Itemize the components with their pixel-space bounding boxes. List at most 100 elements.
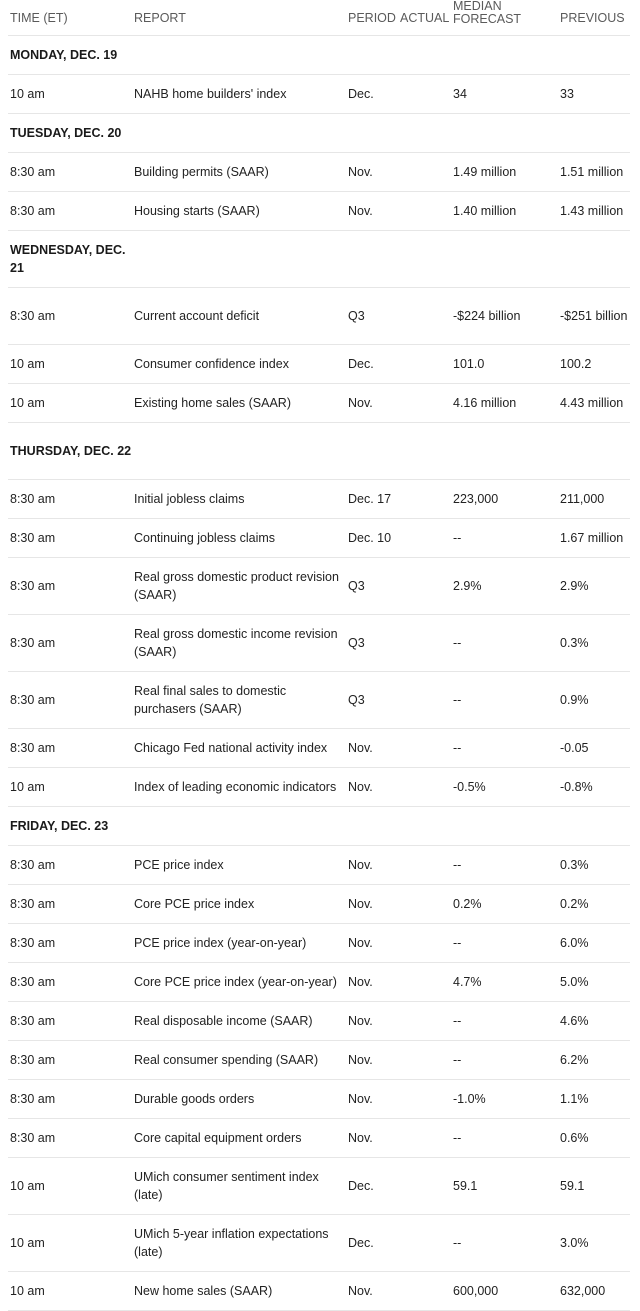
row-time: 8:30 am (10, 165, 56, 179)
table-row: 8:30 am Durable goods orders Nov. -1.0% 1.1% (8, 1080, 630, 1119)
row-actual (400, 153, 450, 191)
row-previous: -0.05 (560, 741, 589, 755)
row-report: Consumer confidence index (134, 357, 289, 371)
row-time: 8:30 am (10, 309, 56, 323)
row-actual (400, 885, 450, 923)
row-report: Building permits (SAAR) (134, 165, 269, 179)
row-previous: 0.2% (560, 897, 589, 911)
table-row: 8:30 am Core capital equipment orders Nov.… (8, 1119, 630, 1158)
row-previous: 100.2 (560, 357, 592, 371)
table-row: 8:30 am Continuing jobless claims Dec. 10 -… (8, 519, 630, 558)
column-header-report: REPORT (134, 10, 186, 25)
table-row: 8:30 am PCE price index (year-on-year) Nov… (8, 924, 630, 963)
row-previous: 0.3% (560, 636, 589, 650)
row-forecast: -$224 billion (453, 309, 521, 323)
row-time: 10 am (10, 780, 45, 794)
row-forecast: 0.2% (453, 897, 482, 911)
row-time: 10 am (10, 1179, 45, 1193)
row-forecast: 223,000 (453, 492, 499, 506)
column-header-forecast: MEDIAN FORECAST (453, 0, 553, 35)
row-actual (400, 615, 450, 671)
row-time: 8:30 am (10, 693, 56, 707)
row-report: Initial jobless claims (134, 492, 245, 506)
row-actual (400, 1215, 450, 1271)
row-previous: 4.43 million (560, 396, 624, 410)
row-report: New home sales (SAAR) (134, 1284, 273, 1298)
table-row: 8:30 am Initial jobless claims Dec. 17 223,… (8, 480, 630, 519)
row-actual (400, 1080, 450, 1118)
table-row: 8:30 am Housing starts (SAAR) Nov. 1.40 mil… (8, 192, 630, 231)
row-period: Dec. (348, 1236, 374, 1250)
row-report: Continuing jobless claims (134, 531, 276, 545)
table-row: 10 am UMich consumer sentiment index (lat… (8, 1158, 630, 1215)
table-header: TIME (ET) REPORT PERIOD ACTUAL MEDIAN FO… (8, 0, 630, 36)
row-previous: 59.1 (560, 1179, 585, 1193)
row-forecast: -- (453, 1131, 462, 1145)
row-previous: 1.1% (560, 1092, 589, 1106)
row-period: Dec. (348, 357, 374, 371)
row-forecast: -- (453, 1236, 462, 1250)
row-forecast: 2.9% (453, 579, 482, 593)
row-forecast: -0.5% (453, 780, 486, 794)
row-actual (400, 288, 450, 344)
row-period: Dec. 10 (348, 531, 392, 545)
row-report: PCE price index (year-on-year) (134, 936, 307, 950)
row-period: Q3 (348, 309, 365, 323)
row-report: Current account deficit (134, 309, 260, 323)
table-row: 8:30 am Real disposable income (SAAR) Nov.… (8, 1002, 630, 1041)
row-time: 8:30 am (10, 897, 56, 911)
row-time: 8:30 am (10, 975, 56, 989)
row-forecast: 600,000 (453, 1284, 499, 1298)
row-forecast: -1.0% (453, 1092, 486, 1106)
row-actual (400, 846, 450, 884)
table-row: 10 am New home sales (SAAR) Nov. 600,000 632… (8, 1272, 630, 1311)
row-time: 8:30 am (10, 1053, 56, 1067)
row-actual (400, 924, 450, 962)
row-actual (400, 1041, 450, 1079)
row-previous: 632,000 (560, 1284, 606, 1298)
row-time: 10 am (10, 357, 45, 371)
row-actual (400, 768, 450, 806)
row-period: Nov. (348, 396, 373, 410)
table-row: 8:30 am PCE price index Nov. -- 0.3% (8, 846, 630, 885)
day-label: MONDAY, DEC. 19 (10, 48, 118, 62)
row-period: Dec. 17 (348, 492, 392, 506)
row-time: 8:30 am (10, 741, 56, 755)
row-previous: 1.43 million (560, 204, 624, 218)
row-period: Nov. (348, 897, 373, 911)
row-actual (400, 345, 450, 383)
table-row: 8:30 am Real gross domestic product revis… (8, 558, 630, 615)
row-time: 10 am (10, 1236, 45, 1250)
row-report: Real gross domestic income revision (SAA… (134, 627, 338, 659)
row-period: Nov. (348, 165, 373, 179)
row-actual (400, 963, 450, 1001)
row-previous: 1.67 million (560, 531, 624, 545)
row-report: Real consumer spending (SAAR) (134, 1053, 319, 1067)
row-period: Nov. (348, 858, 373, 872)
row-period: Q3 (348, 579, 365, 593)
row-period: Nov. (348, 975, 373, 989)
row-period: Q3 (348, 693, 365, 707)
row-period: Nov. (348, 1092, 373, 1106)
row-actual (400, 729, 450, 767)
row-previous: 2.9% (560, 579, 589, 593)
day-header-row: THURSDAY, DEC. 22 (8, 423, 630, 480)
row-previous: -0.8% (560, 780, 593, 794)
row-previous: 6.2% (560, 1053, 589, 1067)
row-time: 8:30 am (10, 1092, 56, 1106)
day-label: FRIDAY, DEC. 23 (10, 819, 109, 833)
table-row: 8:30 am Building permits (SAAR) Nov. 1.49 m… (8, 153, 630, 192)
row-forecast: -- (453, 693, 462, 707)
row-actual (400, 1158, 450, 1214)
row-period: Nov. (348, 1014, 373, 1028)
row-report: UMich consumer sentiment index (late) (134, 1170, 319, 1202)
row-forecast: -- (453, 1014, 462, 1028)
row-actual (400, 384, 450, 422)
table-row: 8:30 am Chicago Fed national activity ind… (8, 729, 630, 768)
row-report: Core PCE price index (134, 897, 255, 911)
row-forecast: 4.7% (453, 975, 482, 989)
row-previous: 3.0% (560, 1236, 589, 1250)
row-report: Real disposable income (SAAR) (134, 1014, 313, 1028)
row-period: Nov. (348, 1284, 373, 1298)
row-period: Dec. (348, 1179, 374, 1193)
